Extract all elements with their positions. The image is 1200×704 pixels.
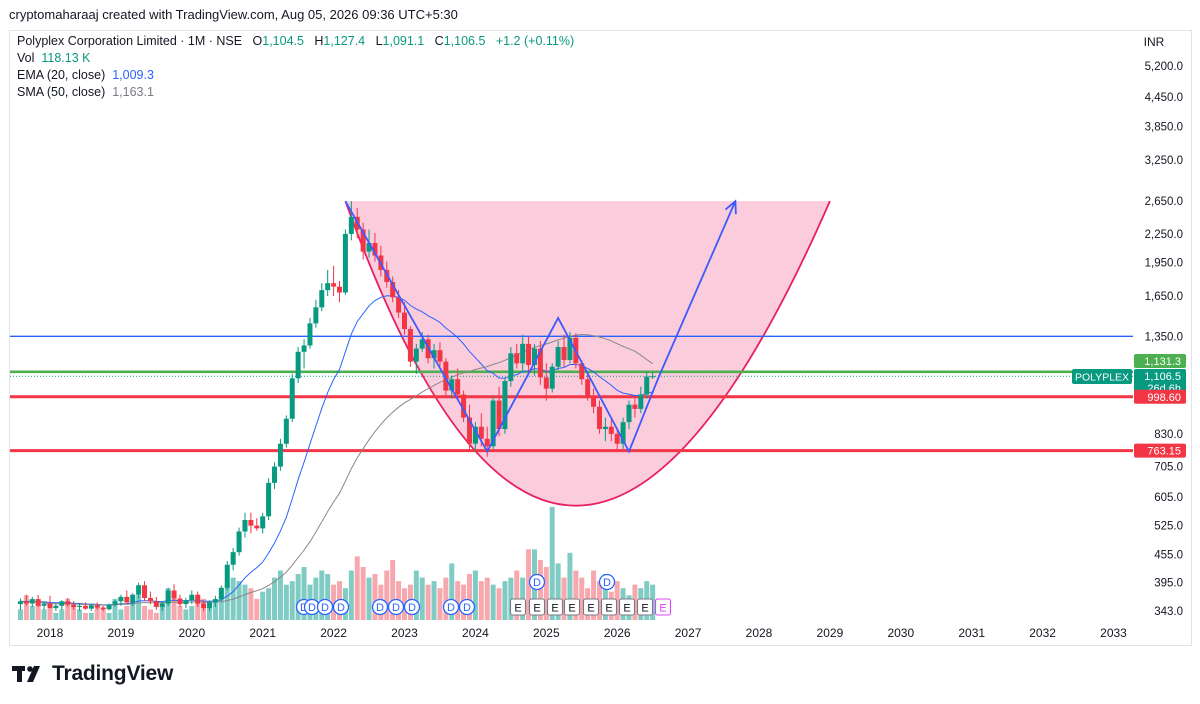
close-value: 1,106.5 <box>443 34 486 48</box>
ohlc-row: Polyplex Corporation Limited · 1M · NSE … <box>17 33 574 50</box>
tradingview-logo-icon <box>12 666 40 682</box>
volume-label: Vol <box>17 51 35 65</box>
sma-row[interactable]: SMA (50, close) 1,163.1 <box>17 84 574 101</box>
ema-row[interactable]: EMA (20, close) 1,009.3 <box>17 67 574 84</box>
tradingview-brand: TradingView <box>12 662 173 686</box>
low-label: L <box>375 34 383 48</box>
high-value: 1,127.4 <box>323 34 366 48</box>
sma-label: SMA (50, close) <box>17 85 106 99</box>
volume-value: 118.13 K <box>41 51 91 65</box>
change-value: +1.2 (+0.11%) <box>495 34 575 48</box>
volume-row[interactable]: Vol 118.13 K <box>17 50 574 67</box>
ema-label: EMA (20, close) <box>17 68 106 82</box>
open-label: O <box>252 34 263 48</box>
open-value: 1,104.5 <box>262 34 304 48</box>
high-label: H <box>314 34 324 48</box>
chart-frame <box>9 30 1192 646</box>
sma-value: 1,163.1 <box>112 85 154 99</box>
chart-credit: cryptomaharaaj created with TradingView.… <box>9 7 458 22</box>
chart-legend: Polyplex Corporation Limited · 1M · NSE … <box>17 33 574 101</box>
symbol-name[interactable]: Polyplex Corporation Limited · 1M · NSE <box>17 34 243 48</box>
ema-value: 1,009.3 <box>112 68 154 82</box>
brand-name: TradingView <box>52 662 174 685</box>
low-value: 1,091.1 <box>382 34 425 48</box>
close-label: C <box>434 34 444 48</box>
